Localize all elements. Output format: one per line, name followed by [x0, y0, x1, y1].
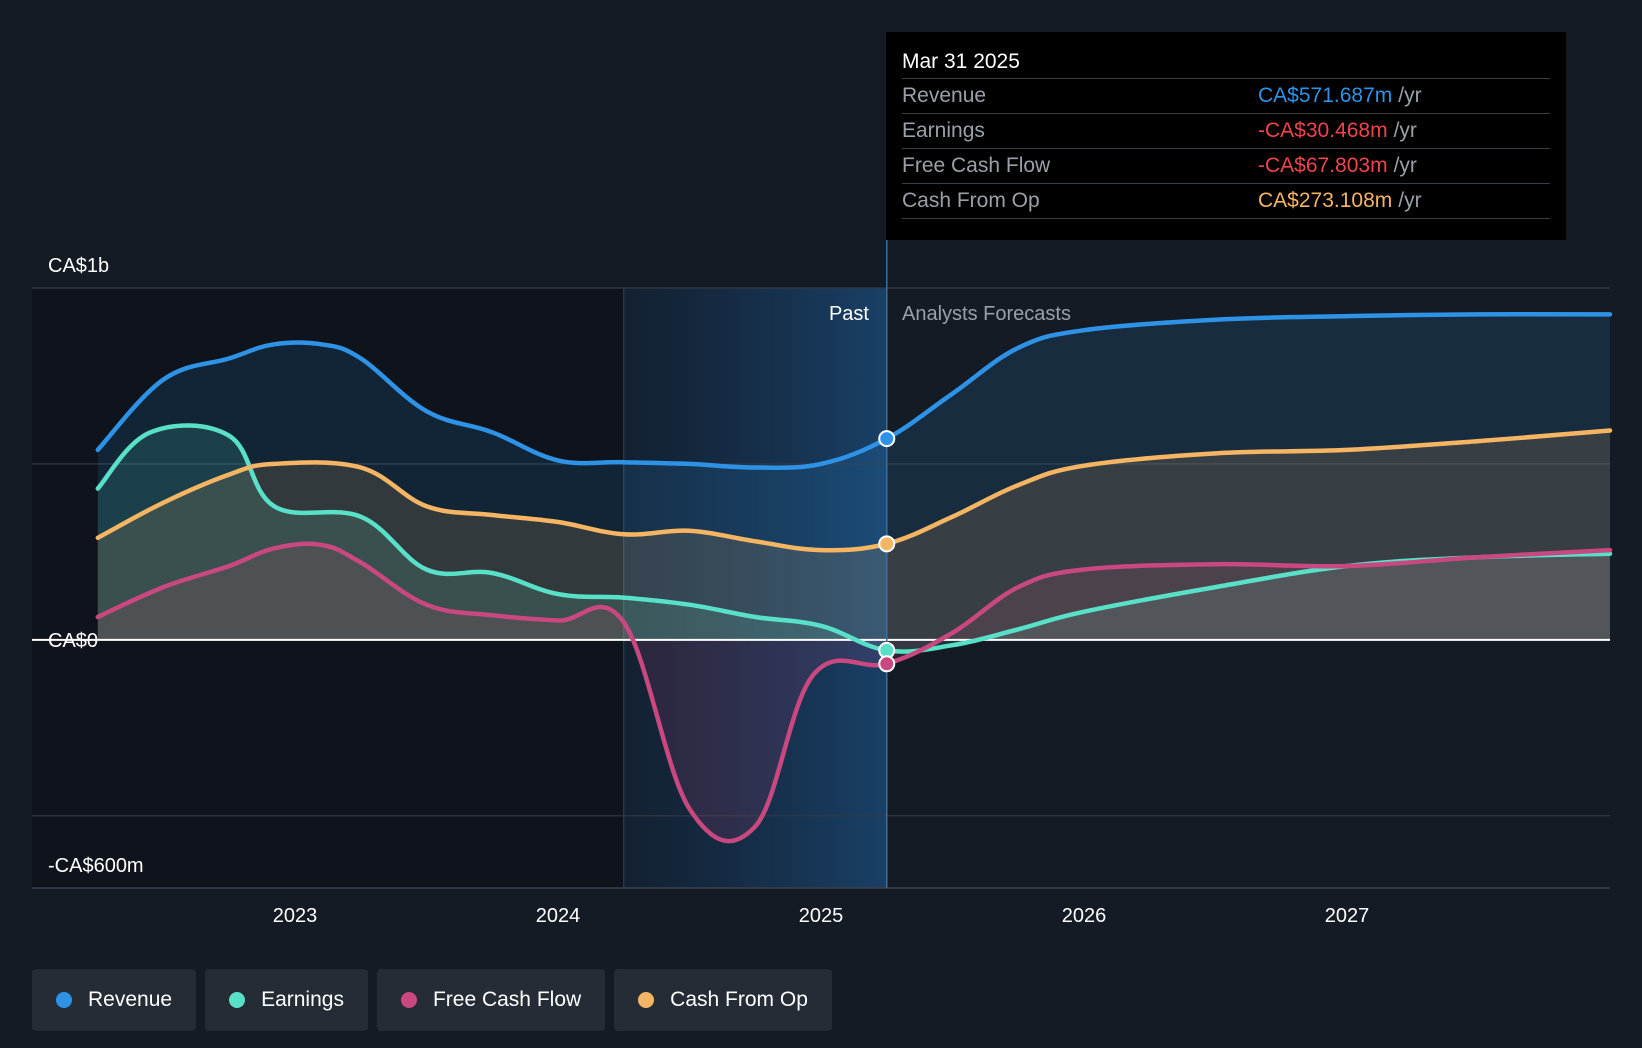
tooltip-label: Free Cash Flow	[902, 154, 1051, 177]
x-tick-label: 2025	[799, 905, 844, 927]
tooltip-label: Cash From Op	[902, 189, 1040, 212]
legend-dot-icon	[400, 992, 417, 1008]
legend-item-revenue[interactable]: Revenue	[32, 969, 197, 1031]
series-markers	[878, 430, 896, 673]
tooltip-panel: Mar 31 2025 Revenue CA$571.687m /yr Earn…	[886, 32, 1566, 240]
area-free-cash-flow	[97, 543, 1610, 842]
tooltip-label: Revenue	[902, 84, 987, 107]
tooltip-value: CA$273.108m	[1258, 189, 1393, 212]
line-cash-from-op	[95, 428, 1613, 553]
marker-free-cash-flow	[878, 655, 896, 673]
legend-label: Cash From Op	[670, 988, 808, 1011]
area-earnings	[97, 425, 1610, 652]
legend-item-cash-from-op[interactable]: Cash From Op	[614, 969, 832, 1031]
area-cash-from-op	[97, 430, 1610, 640]
tooltip-unit: /yr	[1393, 154, 1417, 177]
x-tick-label: 2023	[273, 905, 318, 927]
marker-revenue	[878, 430, 896, 448]
x-tick-label: 2027	[1325, 905, 1370, 927]
x-axis-ticks: 2023 2024 2025 2026 2027	[273, 905, 1370, 927]
legend-item-free-cash-flow[interactable]: Free Cash Flow	[376, 969, 606, 1031]
tooltip-row-earnings: Earnings -CA$30.468m /yr	[902, 113, 1550, 148]
tooltip-row-free-cash-flow: Free Cash Flow -CA$67.803m /yr	[902, 148, 1550, 183]
tooltip-row-revenue: Revenue CA$571.687m /yr	[902, 78, 1550, 113]
area-revenue	[97, 314, 1610, 640]
y-label-zero: CA$0	[48, 630, 98, 652]
tooltip-row-cash-from-op: Cash From Op CA$273.108m /yr	[902, 183, 1550, 219]
marker-cash-from-op	[878, 535, 896, 553]
line-free-cash-flow	[95, 541, 1613, 844]
x-tick-label: 2024	[536, 905, 581, 927]
x-tick-label: 2026	[1062, 905, 1107, 927]
tooltip-value: -CA$67.803m	[1258, 154, 1388, 177]
legend-dot-icon	[638, 992, 655, 1008]
tooltip-label: Earnings	[902, 119, 985, 142]
tooltip-value: CA$571.687m	[1258, 84, 1393, 107]
legend-label: Earnings	[261, 988, 344, 1011]
legend-dot-icon	[56, 992, 72, 1008]
series-lines	[95, 312, 1613, 844]
line-revenue	[95, 312, 1613, 470]
series-areas	[97, 314, 1610, 842]
tooltip-unit: /yr	[1398, 189, 1422, 212]
y-label-bottom: -CA$600m	[48, 855, 144, 877]
legend-label: Free Cash Flow	[432, 988, 582, 1011]
y-label-top: CA$1b	[48, 255, 109, 277]
legend-label: Revenue	[88, 988, 173, 1011]
legend: Revenue Earnings Free Cash Flow Cash Fro…	[32, 969, 832, 1031]
legend-dot-icon	[229, 992, 246, 1008]
region-label-forecast: Analysts Forecasts	[902, 303, 1071, 325]
tooltip-unit: /yr	[1393, 119, 1417, 142]
tooltip-unit: /yr	[1398, 84, 1422, 107]
tooltip-date: Mar 31 2025	[902, 50, 1020, 73]
highlight-band	[623, 288, 887, 888]
region-label-past: Past	[829, 303, 869, 325]
line-earnings	[95, 423, 1613, 654]
tooltip-value: -CA$30.468m	[1258, 119, 1388, 142]
legend-item-earnings[interactable]: Earnings	[205, 969, 368, 1031]
